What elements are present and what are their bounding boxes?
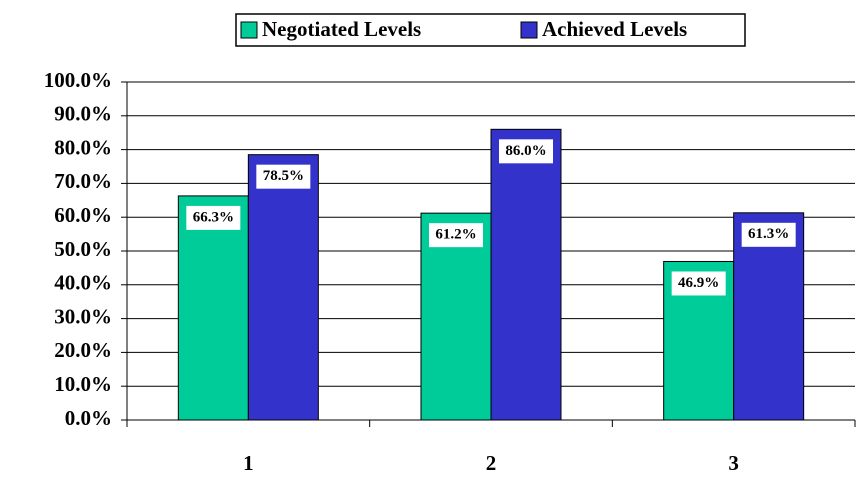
- x-tick-label: 1: [243, 451, 254, 475]
- y-tick-label: 60.0%: [54, 203, 112, 227]
- bar: [177, 195, 249, 421]
- y-tick-label: 100.0%: [44, 68, 112, 92]
- y-tick-label: 90.0%: [54, 102, 112, 126]
- value-label-box: [741, 222, 796, 247]
- y-tick-label: 40.0%: [54, 271, 112, 295]
- y-tick-label: 70.0%: [54, 169, 112, 193]
- value-label-box: [499, 139, 553, 164]
- x-tick-label: 2: [486, 451, 497, 475]
- y-tick-label: 0.0%: [65, 406, 112, 430]
- legend-swatch: [520, 21, 538, 39]
- bar: [247, 154, 319, 421]
- x-tick-label: 3: [728, 451, 739, 475]
- y-tick-label: 10.0%: [54, 372, 112, 396]
- value-label-box: [256, 164, 311, 189]
- bar: [733, 212, 805, 421]
- value-label: 46.9%: [678, 275, 719, 291]
- y-tick-label: 80.0%: [54, 135, 112, 159]
- y-tick-label: 20.0%: [54, 338, 112, 362]
- legend-label: Negotiated Levels: [262, 17, 421, 41]
- y-tick-label: 50.0%: [54, 237, 112, 261]
- value-label: 61.2%: [435, 227, 476, 243]
- bar: [490, 128, 562, 421]
- legend-swatch: [240, 21, 258, 39]
- value-label-box: [429, 223, 483, 248]
- value-label: 86.0%: [505, 143, 546, 159]
- y-tick-label: 30.0%: [54, 304, 112, 328]
- value-label: 61.3%: [748, 226, 789, 242]
- bar: [420, 212, 492, 421]
- value-label: 78.5%: [263, 168, 304, 184]
- value-label-box: [671, 271, 726, 296]
- value-label: 66.3%: [193, 209, 234, 225]
- legend-label: Achieved Levels: [542, 17, 687, 41]
- legend-frame: [235, 13, 746, 47]
- value-label-box: [186, 205, 241, 230]
